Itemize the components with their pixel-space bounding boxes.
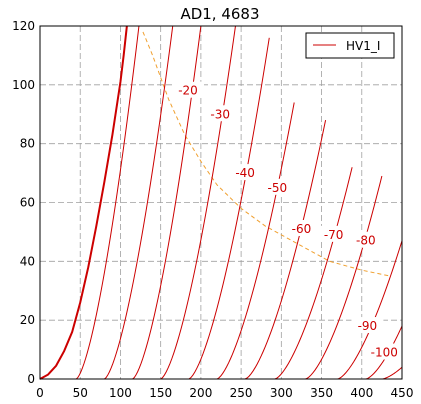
axis-ticks: 0 50 100 150 200 250 300 350 400 450 0 20 40 60 80 100 1… bbox=[12, 19, 413, 400]
y-tick-label: 120 bbox=[12, 19, 35, 33]
curve-label: -60 bbox=[292, 222, 312, 236]
x-tick-label: 200 bbox=[189, 386, 212, 400]
grid-curve-9 bbox=[305, 175, 383, 380]
y-tick-label: 60 bbox=[20, 196, 35, 210]
curve-label-bg bbox=[349, 231, 382, 248]
x-tick-label: 450 bbox=[391, 386, 414, 400]
curve-label-bg bbox=[229, 164, 262, 181]
zero-bias-curve bbox=[39, 25, 128, 380]
x-tick-label: 150 bbox=[149, 386, 172, 400]
grid-curve-6 bbox=[216, 102, 295, 380]
plot-frame bbox=[39, 25, 403, 380]
x-tick-label: 300 bbox=[270, 386, 293, 400]
curve-labels: -20 -30 -40 -50 -60 -70 -80 -90 -100 bbox=[172, 81, 401, 360]
curve-label-bg bbox=[261, 178, 294, 195]
grid-curve-8 bbox=[274, 167, 353, 380]
grid-curve-5 bbox=[188, 37, 270, 380]
x-tick-label: 0 bbox=[36, 386, 44, 400]
x-tick-label: 50 bbox=[73, 386, 88, 400]
y-tick-label: 0 bbox=[27, 372, 35, 386]
curve-label-bg bbox=[317, 225, 350, 242]
dissipation-line bbox=[142, 31, 391, 277]
y-tick-label: 20 bbox=[20, 313, 35, 327]
curve-label-bg bbox=[204, 105, 237, 122]
curve-label: -100 bbox=[371, 346, 398, 360]
curve-label: -90 bbox=[358, 319, 378, 333]
legend: HV1_I bbox=[305, 32, 395, 59]
x-tick-label: 350 bbox=[310, 386, 333, 400]
curve-label: -20 bbox=[178, 84, 198, 98]
curve-label: -40 bbox=[235, 166, 255, 180]
grid-curve-11 bbox=[365, 325, 403, 380]
chart-title: AD1, 4683 bbox=[180, 5, 259, 23]
curve-label: -70 bbox=[324, 228, 344, 242]
grid-curve-2 bbox=[104, 25, 174, 380]
x-tick-label: 400 bbox=[350, 386, 373, 400]
curve-label: -30 bbox=[210, 107, 230, 121]
grid-curve-1 bbox=[75, 25, 140, 380]
curve-label-bg bbox=[351, 317, 384, 334]
y-tick-label: 40 bbox=[20, 254, 35, 268]
curve-label-bg bbox=[368, 343, 401, 360]
y-tick-label: 80 bbox=[20, 137, 35, 151]
grid-curve-12 bbox=[381, 366, 403, 380]
y-tick-label: 100 bbox=[12, 78, 35, 92]
curve-label: -80 bbox=[356, 234, 376, 248]
dissipation-curve bbox=[142, 31, 391, 277]
x-tick-label: 100 bbox=[109, 386, 132, 400]
curve-label-bg bbox=[172, 81, 205, 98]
curve-label-bg bbox=[285, 219, 318, 236]
grid-curve-7 bbox=[244, 120, 327, 380]
curve-label: -50 bbox=[268, 181, 288, 195]
legend-label: HV1_I bbox=[346, 39, 380, 53]
x-tick-label: 250 bbox=[230, 386, 253, 400]
grid-curve-3 bbox=[132, 25, 202, 380]
